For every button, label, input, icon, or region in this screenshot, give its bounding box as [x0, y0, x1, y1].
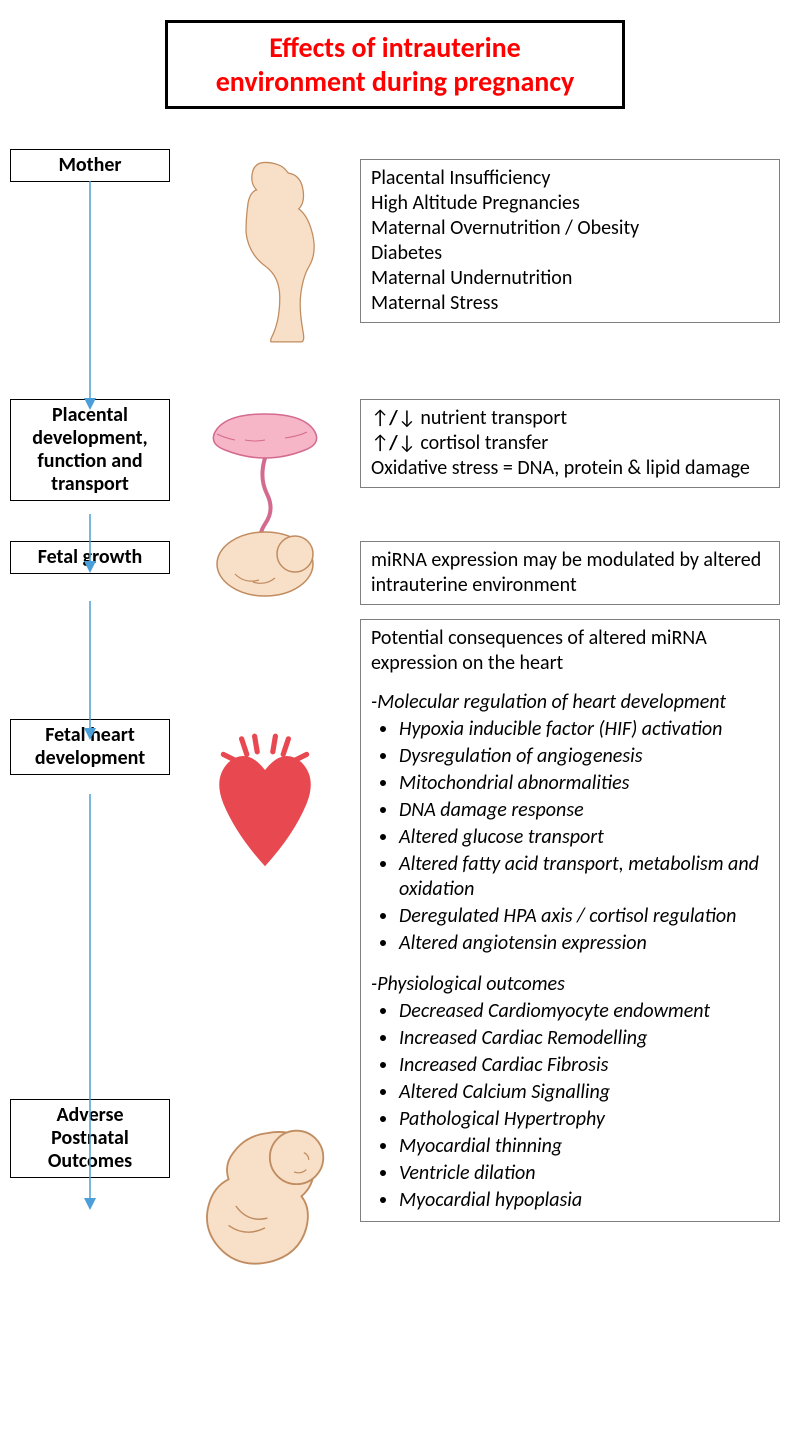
phy-1: Increased Cardiac Remodelling: [399, 1026, 769, 1051]
page-title: Effects of intrauterine environment duri…: [192, 31, 598, 98]
mol-5: Altered fatty acid transport, metabolism…: [399, 852, 769, 902]
mf-1: High Altitude Pregnancies: [371, 191, 769, 216]
mf-5: Maternal Stress: [371, 291, 769, 316]
pl-0: ↑/↓ nutrient transport: [371, 406, 769, 431]
pl-1: ↑/↓ cortisol transfer: [371, 431, 769, 456]
cons-mol-list: Hypoxia inducible factor (HIF) activatio…: [371, 717, 769, 956]
flow-arrows: [10, 149, 170, 1429]
phy-6: Ventricle dilation: [399, 1161, 769, 1186]
cons-phys-heading: -Physiological outcomes: [371, 972, 769, 997]
label-placental: Placental development, function and tran…: [10, 399, 170, 501]
mf-0: Placental Insufficiency: [371, 166, 769, 191]
mf-4: Maternal Undernutrition: [371, 266, 769, 291]
illus-heart: [180, 719, 350, 899]
box-placental: ↑/↓ nutrient transport ↑/↓ cortisol tran…: [360, 399, 780, 506]
box-mother-factors: Placental Insufficiency High Altitude Pr…: [360, 149, 780, 349]
mol-2: Mitochondrial abnormalities: [399, 771, 769, 796]
box-mirna: miRNA expression may be modulated by alt…: [360, 541, 780, 610]
label-mother: Mother: [10, 149, 170, 182]
cons-heading: Potential consequences of altered miRNA …: [371, 626, 769, 676]
illus-mother: [180, 149, 350, 349]
label-fetalgrowth: Fetal growth: [10, 541, 170, 574]
phy-2: Increased Cardiac Fibrosis: [399, 1053, 769, 1078]
illus-fetus: [180, 1099, 350, 1279]
label-adverse-wrap: Adverse Postnatal Outcomes: [10, 1099, 170, 1178]
label-fetalgrowth-wrap: Fetal growth: [10, 541, 170, 574]
mol-7: Altered angiotensin expression: [399, 931, 769, 956]
mol-0: Hypoxia inducible factor (HIF) activatio…: [399, 717, 769, 742]
illus-placenta-fetus: [180, 399, 350, 609]
mf-3: Diabetes: [371, 241, 769, 266]
phy-5: Myocardial thinning: [399, 1134, 769, 1159]
label-mother-wrap: Mother: [10, 149, 170, 182]
box-consequences: Potential consequences of altered miRNA …: [360, 619, 780, 1279]
label-fetalheart-wrap: Fetal heart development: [10, 719, 170, 775]
phy-3: Altered Calcium Signalling: [399, 1080, 769, 1105]
phy-7: Myocardial hypoplasia: [399, 1188, 769, 1213]
mf-2: Maternal Overnutrition / Obesity: [371, 216, 769, 241]
phy-0: Decreased Cardiomyocyte endowment: [399, 999, 769, 1024]
mol-1: Dysregulation of angiogenesis: [399, 744, 769, 769]
label-adverse: Adverse Postnatal Outcomes: [10, 1099, 170, 1178]
mol-4: Altered glucose transport: [399, 825, 769, 850]
label-placental-wrap: Placental development, function and tran…: [10, 399, 170, 501]
mirna-line: miRNA expression may be modulated by alt…: [371, 548, 769, 598]
pl-2: Oxidative stress = DNA, protein & lipid …: [371, 456, 769, 481]
cons-phys-list: Decreased Cardiomyocyte endowment Increa…: [371, 999, 769, 1213]
phy-4: Pathological Hypertrophy: [399, 1107, 769, 1132]
cons-mol-heading: -Molecular regulation of heart developme…: [371, 690, 769, 715]
label-fetalheart: Fetal heart development: [10, 719, 170, 775]
mol-3: DNA damage response: [399, 798, 769, 823]
mol-6: Deregulated HPA axis / cortisol regulati…: [399, 904, 769, 929]
title-box: Effects of intrauterine environment duri…: [165, 20, 625, 109]
diagram-grid: Mother Placental Insufficiency High Alti…: [10, 149, 780, 1279]
